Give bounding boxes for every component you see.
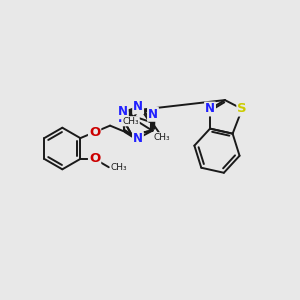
Text: CH₃: CH₃	[154, 133, 170, 142]
Text: O: O	[89, 152, 100, 165]
Text: N: N	[133, 132, 143, 145]
Text: N: N	[118, 112, 128, 125]
Text: N: N	[148, 108, 158, 121]
Text: S: S	[237, 103, 247, 116]
Text: N: N	[133, 100, 143, 113]
Text: CH₃: CH₃	[110, 163, 127, 172]
Text: N: N	[205, 103, 215, 116]
Text: O: O	[89, 126, 100, 139]
Text: N: N	[118, 105, 128, 118]
Text: CH₃: CH₃	[123, 117, 139, 126]
